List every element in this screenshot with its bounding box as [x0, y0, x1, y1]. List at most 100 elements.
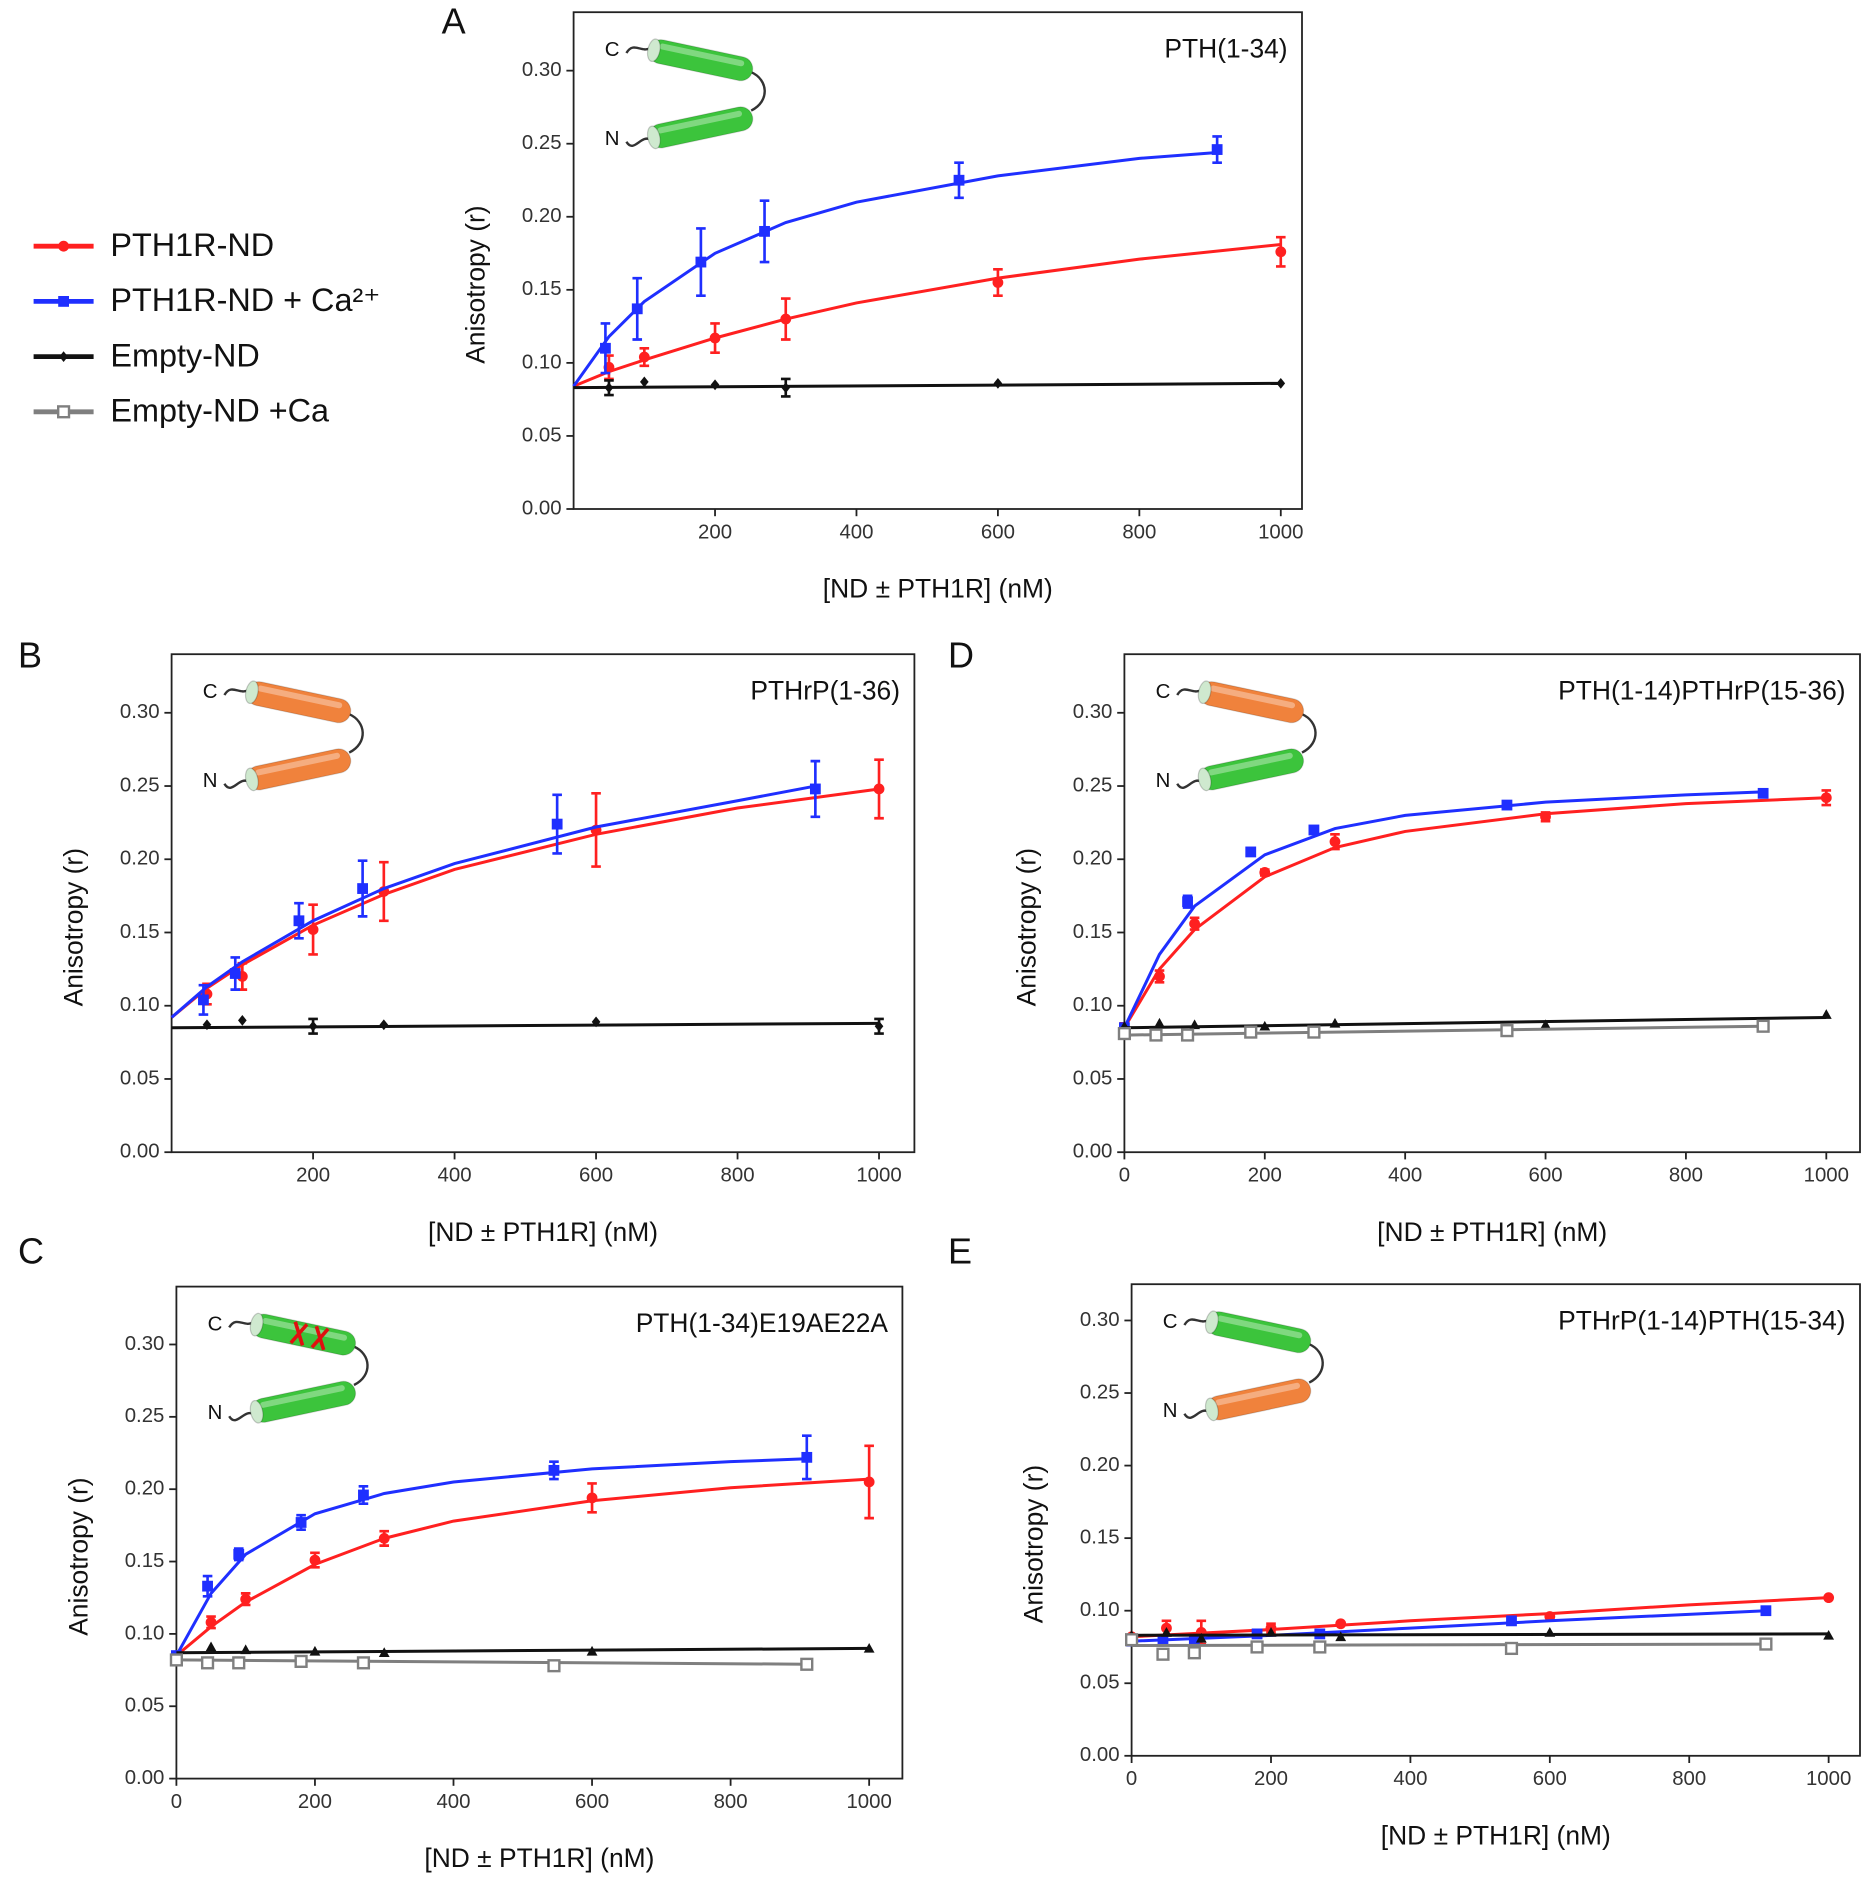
x-tick-label: 200 [296, 1165, 330, 1187]
data-point [551, 818, 563, 830]
icon-label: C [208, 1313, 223, 1335]
x-tick-label: 600 [981, 521, 1015, 543]
data-point [1335, 1631, 1347, 1642]
icon-linker [348, 713, 364, 754]
data-point [1823, 1629, 1835, 1640]
data-point [308, 1020, 318, 1032]
helix-shine [1210, 685, 1296, 709]
x-axis-label: [ND ± PTH1R] (nM) [424, 1843, 654, 1873]
helix-shine [1217, 1315, 1303, 1339]
x-tick-label: 600 [1529, 1165, 1563, 1187]
data-point [1307, 1025, 1321, 1039]
y-tick-label: 0.25 [1080, 1381, 1120, 1403]
icon-label: N [208, 1402, 223, 1424]
data-point [1188, 1634, 1200, 1646]
data-point [307, 924, 319, 935]
plot-frame [1130, 1283, 1861, 1757]
x-tick-label: 800 [714, 1791, 748, 1813]
icon-tail [228, 1320, 254, 1329]
helix-top [1197, 680, 1305, 724]
x-tick-label: 1000 [856, 1165, 901, 1187]
fit-line [170, 787, 880, 1019]
y-axis-label: Anisotropy (r) [461, 205, 491, 363]
x-axis-label: [ND ± PTH1R] (nM) [823, 574, 1053, 604]
data-point [1154, 1017, 1165, 1028]
plot-frame [572, 11, 1303, 510]
helix-shine [1215, 1382, 1300, 1406]
data-point [1308, 824, 1320, 836]
helix-end [1197, 767, 1212, 792]
y-axis-label: Anisotropy (r) [59, 848, 89, 1006]
mutation-mark [289, 1321, 309, 1346]
data-point [1313, 1640, 1327, 1654]
data-point [233, 1548, 245, 1560]
x-tick-label: 400 [436, 1791, 470, 1813]
data-point [295, 1517, 307, 1528]
helix-end [249, 1312, 264, 1337]
icon-tail [625, 46, 651, 54]
y-tick-label: 0.25 [1073, 774, 1113, 796]
x-tick-label: 800 [1672, 1768, 1706, 1790]
icon-tail [228, 1411, 254, 1422]
data-point [800, 1657, 814, 1671]
chart-title: PTH(1-14)PTHrP(15-36) [1558, 676, 1845, 706]
legend-label: PTH1R-ND [110, 227, 274, 263]
y-tick-label: 0.15 [125, 1550, 165, 1572]
data-point [1250, 1640, 1264, 1654]
x-tick-label: 0 [1119, 1165, 1130, 1187]
x-tick-label: 400 [438, 1165, 472, 1187]
y-tick-label: 0.20 [1080, 1454, 1120, 1476]
legend-label: PTH1R-ND + Ca²⁺ [110, 282, 380, 318]
data-point [1180, 1028, 1195, 1042]
icon-label: C [203, 681, 218, 703]
helix-end [1204, 1397, 1219, 1422]
chart-title: PTH(1-34)E19AE22A [636, 1308, 889, 1338]
x-tick-label: 800 [1669, 1165, 1703, 1187]
data-point [1757, 787, 1769, 799]
y-tick-label: 0.25 [120, 774, 160, 796]
data-point [780, 313, 792, 325]
y-tick-label: 0.20 [125, 1478, 165, 1500]
icon-tail [223, 779, 249, 789]
data-point [1823, 1592, 1835, 1604]
data-point [1275, 246, 1287, 258]
helix-end [244, 767, 259, 792]
x-tick-label: 200 [1248, 1165, 1282, 1187]
x-axis-label: [ND ± PTH1R] (nM) [1377, 1217, 1607, 1247]
data-point [378, 1532, 390, 1544]
peptide-icon: CN [208, 1312, 369, 1424]
icon-label: N [1163, 1400, 1178, 1422]
y-tick-label: 0.05 [1080, 1672, 1120, 1694]
peptide-icon: CN [203, 680, 364, 792]
chart-title: PTHrP(1-36) [750, 676, 900, 706]
data-point [710, 379, 720, 391]
y-tick-label: 0.15 [1073, 921, 1113, 943]
fit-line [573, 243, 1281, 388]
y-tick-label: 0.15 [120, 921, 160, 943]
y-tick-label: 0.30 [125, 1333, 165, 1355]
icon-linker [1308, 1343, 1324, 1384]
x-tick-label: 400 [839, 521, 873, 543]
data-point [1760, 1605, 1772, 1617]
data-point [1245, 846, 1257, 858]
data-point [202, 1019, 212, 1031]
icon-tail [1176, 688, 1202, 696]
y-tick-label: 0.10 [522, 351, 562, 373]
peptide-icon: CN [605, 38, 766, 150]
chart-title: PTHrP(1-14)PTH(15-34) [1558, 1306, 1845, 1336]
helix-top [249, 1312, 357, 1356]
data-point [1187, 1646, 1201, 1660]
legend-marker [58, 296, 69, 307]
helix-end [1204, 1310, 1219, 1335]
peptide-icon: CN [1163, 1310, 1324, 1422]
data-point [801, 1451, 813, 1463]
y-tick-label: 0.30 [522, 59, 562, 81]
legend-marker [58, 240, 69, 252]
data-point [1329, 1017, 1341, 1028]
data-point [638, 351, 650, 363]
helix-end [249, 1399, 264, 1424]
data-point [863, 1476, 875, 1488]
legend-label: Empty-ND +Ca [110, 393, 330, 429]
data-point [1259, 867, 1271, 878]
